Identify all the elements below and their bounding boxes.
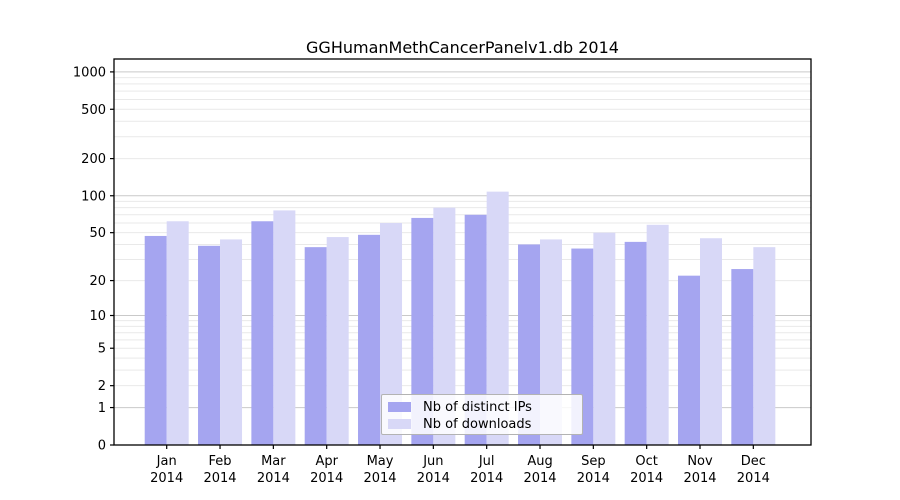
x-tick-label-month: Apr bbox=[315, 454, 338, 469]
legend-swatch-distinct-ips bbox=[388, 402, 411, 412]
bar-downloads-nov bbox=[700, 238, 722, 445]
legend-item-downloads: Nb of downloads bbox=[388, 416, 582, 432]
x-tick-label-month: Dec bbox=[741, 454, 766, 469]
x-tick-label-year: 2014 bbox=[203, 471, 236, 486]
legend-label-distinct-ips: Nb of distinct IPs bbox=[423, 399, 532, 415]
x-tick-label-year: 2014 bbox=[310, 471, 343, 486]
y-tick-label: 1000 bbox=[73, 65, 106, 80]
x-tick-label-year: 2014 bbox=[577, 471, 610, 486]
y-tick-label: 200 bbox=[81, 152, 106, 167]
chart-title: GGHumanMethCancerPanelv1.db 2014 bbox=[306, 38, 619, 57]
bar-downloads-jul bbox=[486, 191, 509, 445]
x-tick-label-month: Nov bbox=[687, 454, 713, 469]
y-tick-label: 0 bbox=[98, 439, 106, 454]
y-tick-label: 20 bbox=[89, 274, 106, 289]
y-tick-label: 50 bbox=[89, 226, 106, 241]
x-tick-label-year: 2014 bbox=[470, 471, 503, 486]
legend: Nb of distinct IPs Nb of downloads bbox=[381, 394, 583, 435]
x-tick-label-year: 2014 bbox=[257, 471, 290, 486]
bar-downloads-apr bbox=[326, 237, 349, 445]
bar-downloads-jun bbox=[433, 207, 456, 445]
y-tick-label: 2 bbox=[98, 379, 106, 394]
plot-border bbox=[113, 58, 812, 446]
x-tick-label-year: 2014 bbox=[630, 471, 663, 486]
y-tick-label: 5 bbox=[98, 342, 106, 357]
x-tick-label-month: Jun bbox=[422, 454, 443, 469]
y-tick-label: 100 bbox=[81, 189, 106, 204]
bar-ips-jun bbox=[411, 217, 434, 445]
x-tick-label-month: Jul bbox=[478, 454, 495, 469]
y-tick-label: 500 bbox=[81, 103, 106, 118]
bar-ips-mar bbox=[251, 221, 274, 445]
bar-ips-jan bbox=[144, 235, 167, 445]
bar-downloads-may bbox=[380, 222, 403, 445]
bar-ips-oct bbox=[624, 241, 647, 445]
bar-downloads-aug bbox=[540, 239, 563, 445]
bar-ips-may bbox=[358, 234, 381, 445]
x-tick-label-month: Jan bbox=[156, 454, 177, 469]
bar-downloads-dec bbox=[753, 247, 776, 445]
x-tick-label-year: 2014 bbox=[417, 471, 450, 486]
legend-item-distinct-ips: Nb of distinct IPs bbox=[388, 399, 582, 415]
y-tick-label: 1 bbox=[98, 401, 106, 416]
bar-downloads-jan bbox=[166, 221, 189, 445]
bar-downloads-oct bbox=[646, 224, 669, 445]
x-tick-label-month: Aug bbox=[527, 454, 552, 469]
x-tick-label-month: Mar bbox=[261, 454, 286, 469]
x-tick-label-month: Feb bbox=[209, 454, 232, 469]
x-tick-label-year: 2014 bbox=[363, 471, 396, 486]
x-tick-label-year: 2014 bbox=[683, 471, 716, 486]
y-tick-label: 10 bbox=[89, 309, 106, 324]
bar-ips-dec bbox=[731, 269, 754, 445]
bar-ips-nov bbox=[678, 275, 700, 445]
x-tick-label-year: 2014 bbox=[150, 471, 183, 486]
bar-downloads-feb bbox=[220, 239, 243, 445]
x-tick-label-month: Oct bbox=[635, 454, 657, 469]
bar-downloads-sep bbox=[593, 232, 616, 445]
bar-ips-feb bbox=[198, 245, 221, 445]
bar-ips-jul bbox=[464, 214, 487, 445]
bar-downloads-mar bbox=[273, 210, 296, 445]
legend-swatch-downloads bbox=[388, 419, 411, 429]
x-tick-label-year: 2014 bbox=[523, 471, 556, 486]
bar-ips-apr bbox=[304, 247, 327, 445]
legend-label-downloads: Nb of downloads bbox=[423, 416, 532, 432]
x-tick-label-year: 2014 bbox=[737, 471, 770, 486]
x-tick-label-month: May bbox=[367, 454, 394, 469]
x-tick-label-month: Sep bbox=[581, 454, 606, 469]
